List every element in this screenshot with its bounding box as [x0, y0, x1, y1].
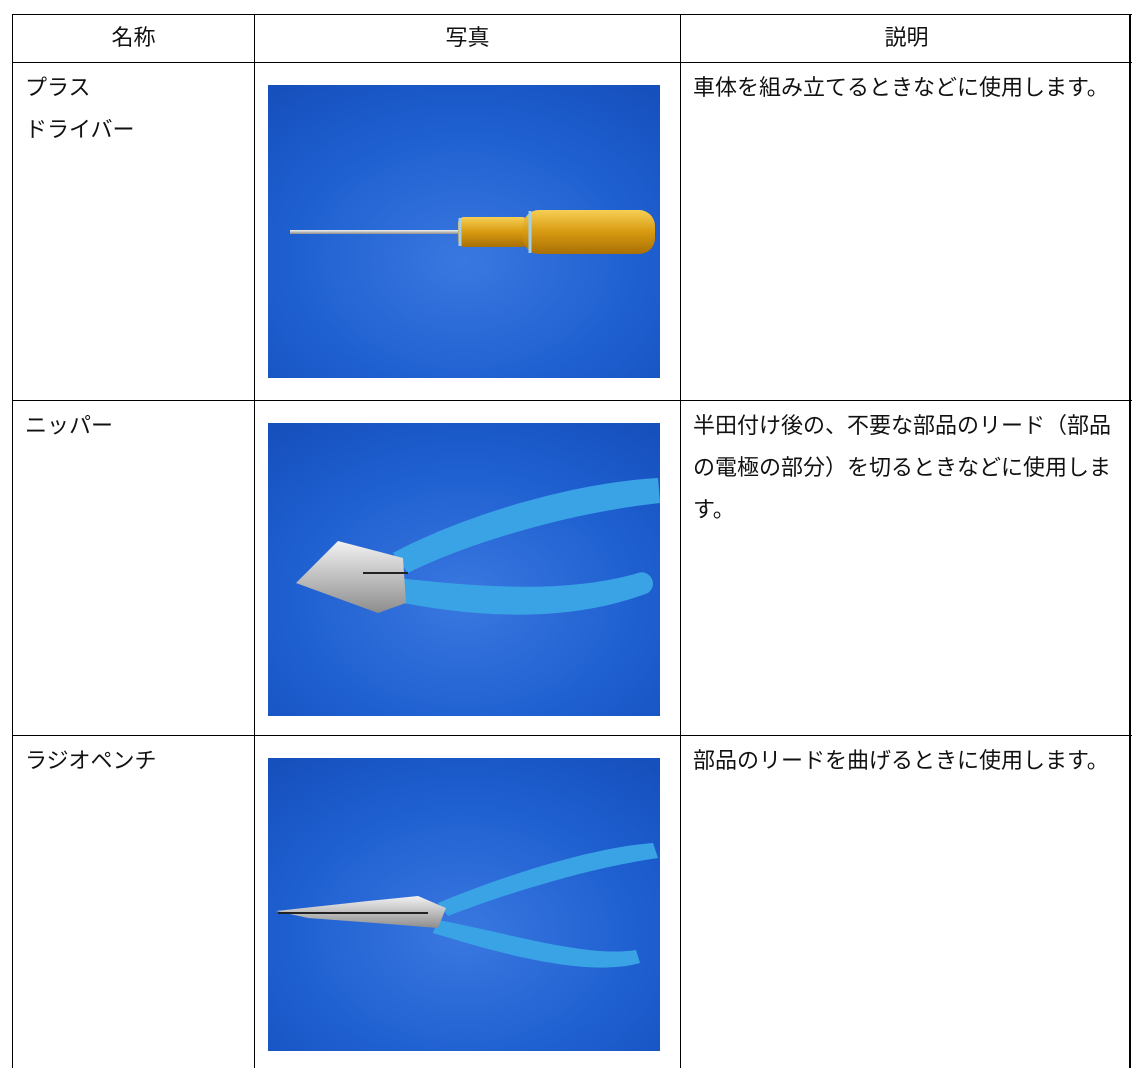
photo-cell — [254, 62, 680, 400]
table-border — [1129, 14, 1131, 1068]
name-line: ドライバー — [25, 117, 135, 142]
name-line: プラス — [25, 75, 91, 100]
header-cell: 説明 — [680, 14, 1132, 62]
name-cell: ニッパー — [12, 400, 254, 735]
header-cell: 写真 — [254, 14, 680, 62]
header-text: 写真 — [445, 25, 490, 50]
header-text: 説明 — [884, 25, 929, 50]
description-text: 車体を組み立てるときなどに使用します。 — [693, 75, 1109, 100]
description-text: 半田付け後の、不要な部品のリード（部品の電極の部分）を切るときなどに使用します。 — [693, 413, 1112, 522]
description-cell: 車体を組み立てるときなどに使用します。 — [680, 62, 1132, 400]
photo-pliers — [268, 758, 660, 1051]
name-line: ラジオペンチ — [25, 748, 157, 773]
name-line: ニッパー — [25, 413, 114, 438]
name-cell: プラス ドライバー — [12, 62, 254, 400]
header-cell: 名称 — [12, 14, 254, 62]
description-text: 部品のリードを曲げるときに使用します。 — [693, 748, 1109, 773]
name-cell: ラジオペンチ — [12, 735, 254, 1068]
description-cell: 部品のリードを曲げるときに使用します。 — [680, 735, 1132, 1068]
header-text: 名称 — [111, 25, 156, 50]
photo-nipper — [268, 423, 660, 716]
photo-screwdriver — [268, 85, 660, 378]
photo-cell — [254, 400, 680, 735]
description-cell: 半田付け後の、不要な部品のリード（部品の電極の部分）を切るときなどに使用します。 — [680, 400, 1132, 735]
photo-cell — [254, 735, 680, 1068]
